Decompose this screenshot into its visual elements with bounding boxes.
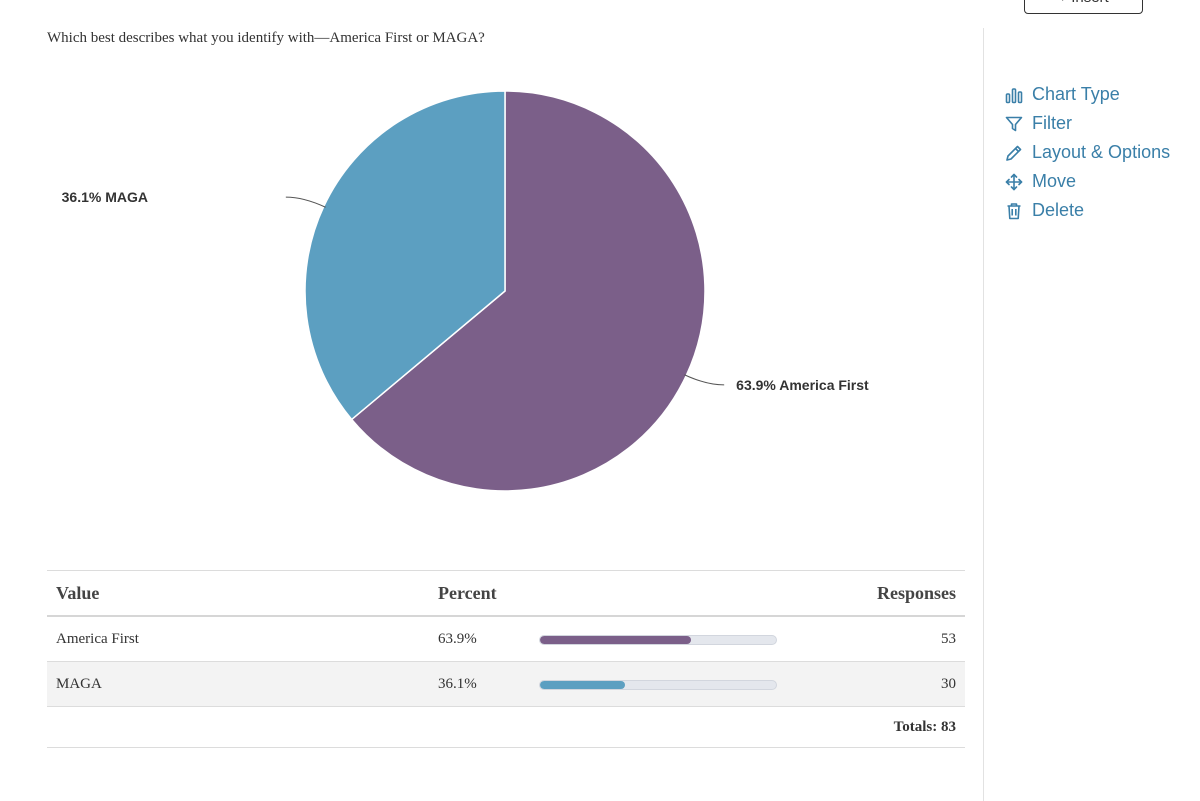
insert-button[interactable]: + Insert: [1024, 0, 1143, 14]
table-row: MAGA 36.1% 30: [47, 662, 965, 707]
pie-leader-line: [285, 196, 326, 208]
trash-icon: [1004, 201, 1024, 221]
row-percent: 36.1%: [438, 676, 477, 692]
totals-text: Totals: 83: [893, 719, 956, 735]
pie-chart: 63.9% America First 36.1% MAGA: [0, 60, 983, 560]
row-percent: 63.9%: [438, 631, 477, 647]
pie-data-label: 36.1% MAGA: [62, 189, 148, 205]
bar-chart-icon: [1004, 85, 1024, 105]
table-row: America First 63.9% 53: [47, 617, 965, 662]
row-value: America First: [56, 631, 139, 647]
percent-bar: [539, 680, 777, 690]
pie-data-label: 63.9% America First: [736, 377, 869, 393]
menu-item-label: Delete: [1032, 200, 1085, 220]
move-arrows-icon: [1004, 172, 1024, 192]
report-panel: Which best describes what you identify w…: [0, 30, 983, 748]
header-value: Value: [56, 583, 100, 603]
percent-bar: [539, 635, 777, 645]
row-value: MAGA: [56, 676, 102, 692]
sidebar-divider: [983, 28, 984, 801]
menu-item-label: Move: [1032, 171, 1077, 191]
pie-leader-line: [684, 374, 725, 386]
pencil-icon: [1004, 143, 1024, 163]
table-totals-row: Totals: 83: [47, 707, 965, 748]
header-percent: Percent: [438, 583, 497, 603]
header-responses: Responses: [876, 583, 956, 603]
percent-bar-fill: [540, 636, 691, 644]
menu-item-label: Layout & Options: [1032, 142, 1171, 162]
question-title: Which best describes what you identify w…: [47, 30, 485, 46]
menu-item-filter[interactable]: Filter: [1004, 109, 1170, 138]
menu-item-delete[interactable]: Delete: [1004, 196, 1170, 225]
menu-item-label: Filter: [1032, 113, 1072, 133]
filter-icon: [1004, 114, 1024, 134]
table-header: Value Percent Responses: [47, 571, 965, 617]
results-table: Value Percent Responses America First 63…: [47, 570, 965, 748]
row-responses: 53: [941, 631, 956, 647]
menu-item-label: Chart Type: [1032, 84, 1120, 104]
chart-options-menu: Chart Type Filter Layout & Options Move: [1004, 80, 1170, 225]
pie-chart-svg: 63.9% America First 36.1% MAGA: [62, 90, 869, 492]
menu-item-chart-type[interactable]: Chart Type: [1004, 80, 1170, 109]
row-responses: 30: [941, 676, 956, 692]
percent-bar-fill: [540, 681, 626, 689]
menu-item-layout-options[interactable]: Layout & Options: [1004, 138, 1170, 167]
menu-item-move[interactable]: Move: [1004, 167, 1170, 196]
